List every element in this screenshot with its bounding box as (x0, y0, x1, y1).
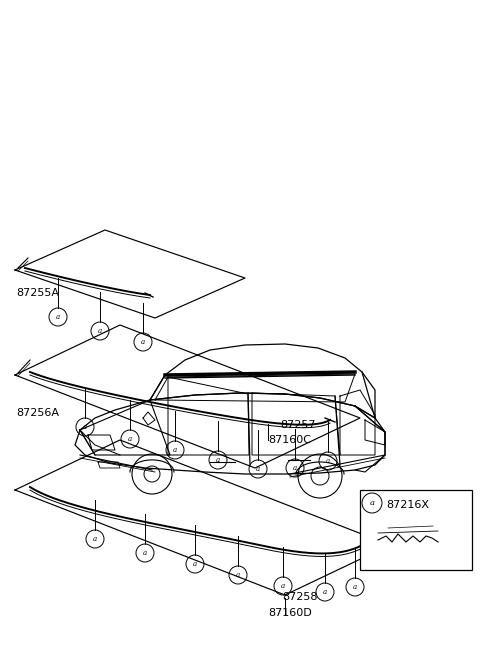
Text: a: a (98, 327, 102, 335)
Text: a: a (281, 582, 285, 590)
Text: a: a (93, 535, 97, 543)
Text: 87160D: 87160D (268, 608, 312, 618)
Text: a: a (173, 446, 177, 454)
Text: a: a (216, 456, 220, 464)
Text: 87160C: 87160C (268, 435, 311, 445)
Text: a: a (353, 583, 357, 591)
Text: a: a (326, 457, 330, 465)
Text: a: a (323, 588, 327, 596)
Text: a: a (56, 313, 60, 321)
Text: 87216X: 87216X (386, 500, 429, 510)
Text: a: a (83, 423, 87, 431)
Text: a: a (370, 499, 374, 507)
Text: 87255A: 87255A (16, 288, 59, 298)
Text: 87258: 87258 (282, 592, 317, 602)
Text: 87256A: 87256A (16, 408, 59, 418)
Text: a: a (141, 338, 145, 346)
Text: a: a (256, 465, 260, 473)
Text: a: a (236, 571, 240, 579)
Text: 87257: 87257 (280, 420, 315, 430)
Text: a: a (128, 435, 132, 443)
Text: a: a (293, 464, 297, 472)
Text: a: a (193, 560, 197, 568)
Bar (360, 490, 472, 570)
Text: a: a (143, 549, 147, 557)
